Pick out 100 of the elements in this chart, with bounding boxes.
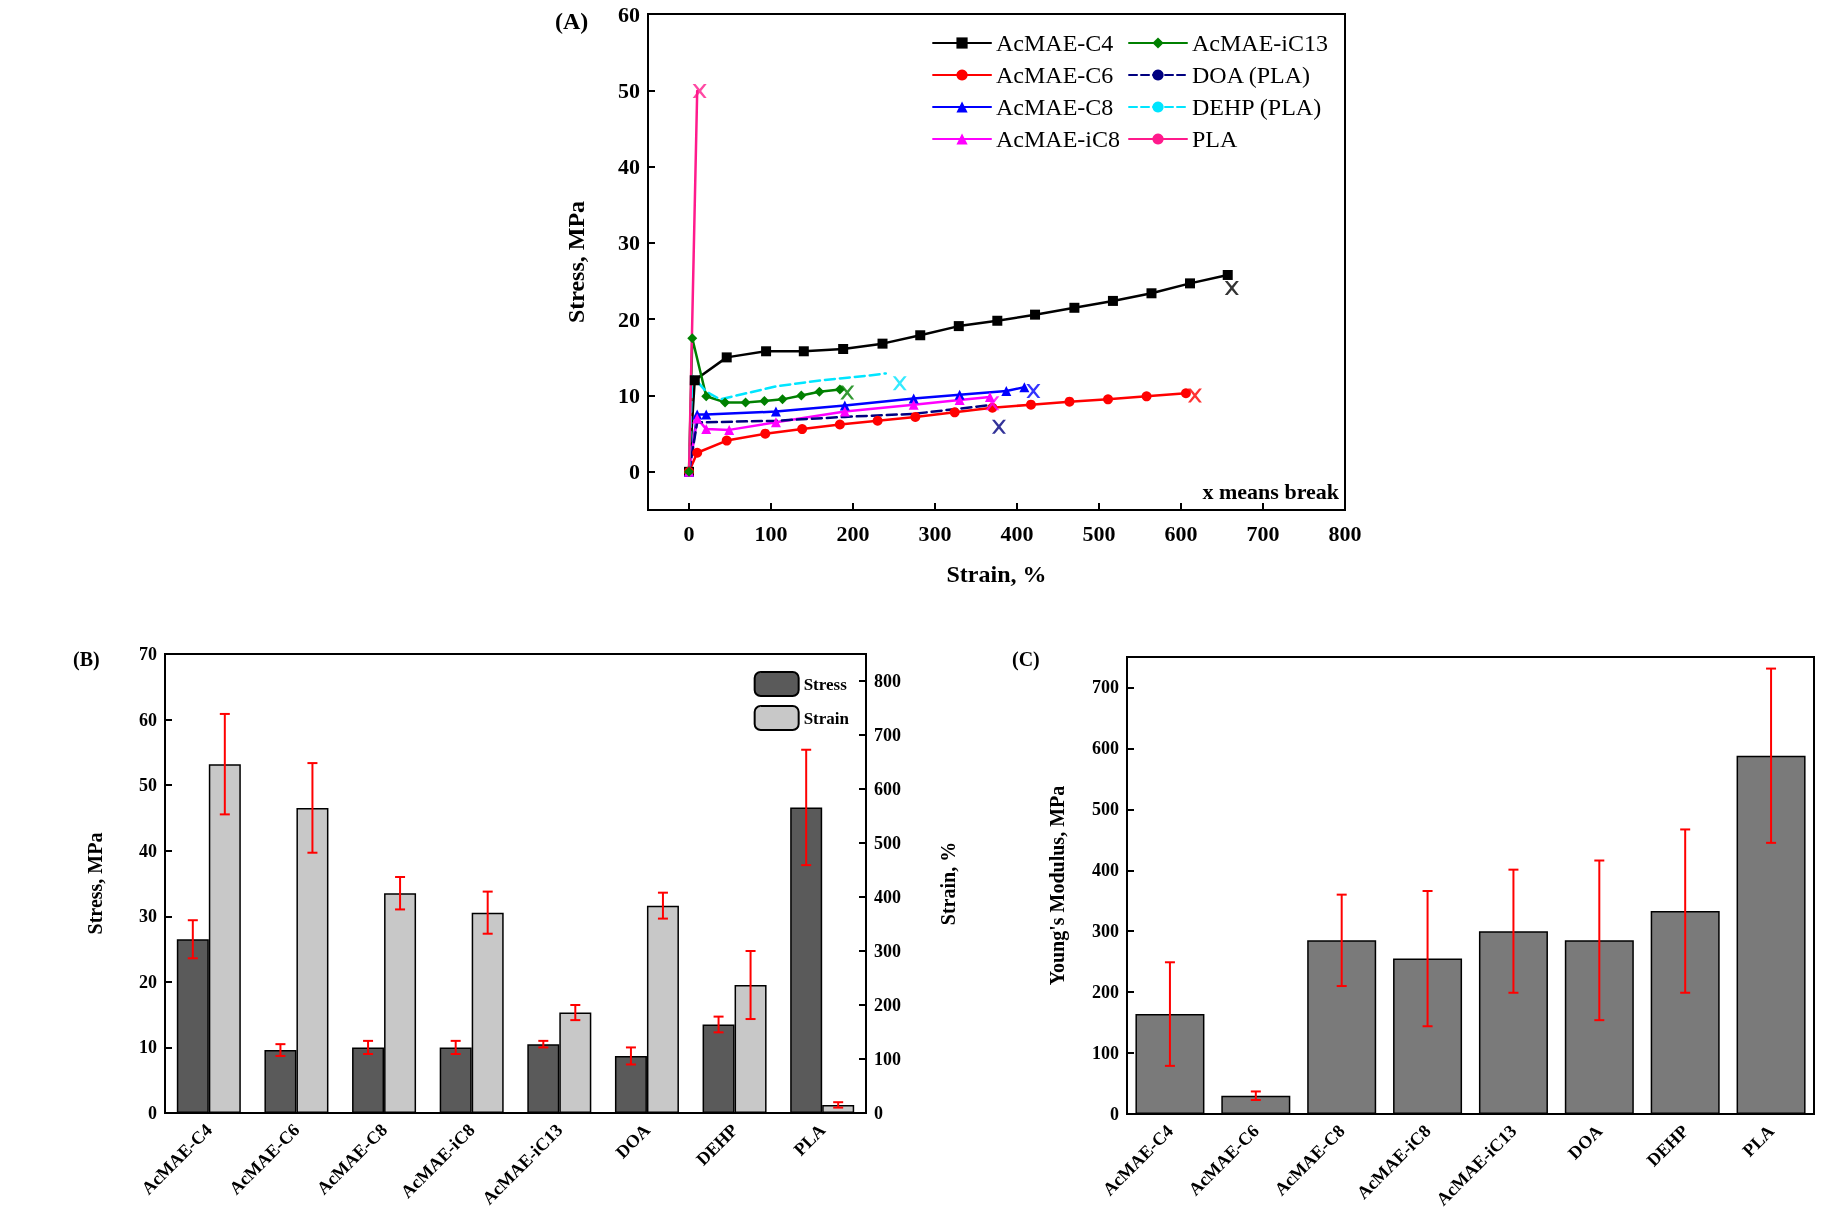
- bar: [1307, 940, 1377, 1114]
- point: [770, 417, 781, 428]
- point: [770, 406, 781, 417]
- point: [692, 84, 707, 99]
- y-tick-label: 60: [139, 709, 157, 730]
- point: [724, 424, 735, 435]
- point: [796, 390, 807, 401]
- bar: [1221, 1095, 1291, 1114]
- point: [872, 415, 883, 426]
- point: [798, 346, 809, 357]
- point: [797, 424, 808, 435]
- point: [1030, 309, 1041, 320]
- y-tick-label: 40: [618, 154, 640, 180]
- point: [915, 330, 926, 341]
- y2-tick-label: 0: [874, 1103, 883, 1123]
- legend-label: AcMAE-C4: [996, 30, 1114, 56]
- point: [992, 315, 1003, 326]
- y-tick-label: 20: [139, 971, 157, 992]
- point: [701, 391, 712, 402]
- point: [877, 338, 888, 349]
- point: [1103, 394, 1114, 405]
- y-tick-label: 0: [1110, 1104, 1119, 1124]
- bar: [1564, 940, 1634, 1114]
- x-axis-title: Strain, %: [946, 561, 1047, 587]
- y-tick-label: 500: [1092, 799, 1119, 820]
- y-tick-label: 50: [618, 77, 640, 103]
- bar: [1478, 931, 1548, 1114]
- point: [689, 375, 700, 386]
- x-tick-label: 400: [1000, 520, 1034, 546]
- y-axis-title: Young's Modulus, MPa: [1046, 785, 1069, 986]
- chart-title: (C): [1012, 648, 1040, 671]
- bar: [1650, 911, 1720, 1114]
- point: [954, 395, 965, 406]
- x-tick-label: 300: [918, 520, 952, 546]
- point: [760, 428, 771, 439]
- legend-label: Strain: [803, 708, 850, 728]
- y2-tick-label: 600: [874, 779, 901, 799]
- y-tick-label: 60: [618, 1, 640, 27]
- point: [1064, 396, 1075, 407]
- y-tick-label: 200: [1092, 982, 1119, 1003]
- point: [1180, 388, 1191, 399]
- y-tick-label: 600: [1092, 738, 1119, 759]
- point: [701, 424, 712, 435]
- y-axis-title: Stress, MPa: [84, 832, 106, 935]
- point: [834, 419, 845, 430]
- y-tick-label: 400: [1092, 860, 1119, 881]
- point: [740, 397, 751, 408]
- legend-label: AcMAE-C6: [996, 62, 1114, 88]
- point: [761, 346, 772, 357]
- x-tick-label: 600: [1164, 520, 1198, 546]
- y-tick-label: 20: [618, 306, 640, 332]
- point: [953, 321, 964, 332]
- legend-label: Stress: [803, 674, 848, 694]
- y-tick-label: 30: [139, 906, 157, 927]
- point: [1222, 269, 1233, 280]
- y2-tick-label: 500: [874, 833, 901, 853]
- y-tick-label: 700: [1092, 677, 1119, 698]
- annotation: x means break: [1202, 478, 1340, 504]
- y-tick-label: 0: [629, 459, 640, 485]
- point: [1025, 399, 1036, 410]
- y-tick-label: 10: [139, 1037, 157, 1058]
- chart-title: (B): [73, 648, 100, 671]
- y-axis-title: Stress, MPa: [563, 200, 589, 324]
- y-tick-label: 70: [139, 644, 157, 664]
- point: [759, 395, 770, 406]
- point: [892, 376, 907, 391]
- y2-tick-label: 300: [874, 941, 901, 961]
- point: [910, 411, 921, 422]
- y-tick-label: 300: [1092, 921, 1119, 942]
- y2-tick-label: 200: [874, 995, 901, 1015]
- point: [1141, 391, 1152, 402]
- bar: [1393, 958, 1463, 1114]
- y2-tick-label: 800: [874, 671, 901, 691]
- legend-label: AcMAE-iC13: [1192, 30, 1328, 56]
- point: [692, 413, 703, 424]
- point: [701, 409, 712, 420]
- point: [777, 394, 788, 405]
- x-tick-label: 800: [1328, 520, 1362, 546]
- legend-label: DOA (PLA): [1192, 62, 1311, 88]
- point: [1019, 382, 1030, 393]
- point: [1107, 295, 1118, 306]
- point: [814, 386, 825, 397]
- bar: [1736, 755, 1806, 1114]
- point: [720, 397, 731, 408]
- y2-tick-label: 400: [874, 887, 901, 907]
- chart-title: (A): [555, 8, 589, 34]
- y2-axis-title: Strain, %: [937, 841, 959, 926]
- x-tick-label: 700: [1246, 520, 1280, 546]
- y-tick-label: 10: [618, 383, 640, 409]
- legend-label: PLA: [1192, 126, 1239, 152]
- y2-tick-label: 100: [874, 1049, 901, 1069]
- point: [721, 352, 732, 363]
- y-tick-label: 0: [148, 1103, 157, 1123]
- point: [721, 435, 732, 446]
- y-tick-label: 100: [1092, 1043, 1119, 1064]
- x-tick-label: 200: [836, 520, 870, 546]
- y-tick-label: 40: [139, 840, 157, 861]
- x-tick-label: 100: [754, 520, 788, 546]
- y-tick-label: 30: [618, 230, 640, 256]
- legend-label: AcMAE-iC8: [996, 126, 1121, 152]
